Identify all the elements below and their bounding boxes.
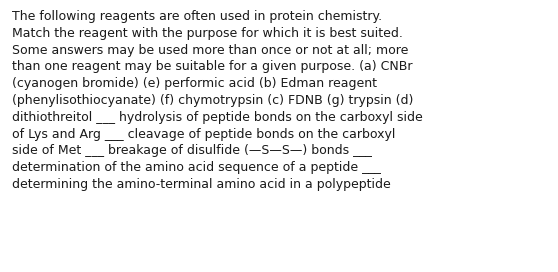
Text: The following reagents are often used in protein chemistry.
Match the reagent wi: The following reagents are often used in… (12, 10, 423, 191)
